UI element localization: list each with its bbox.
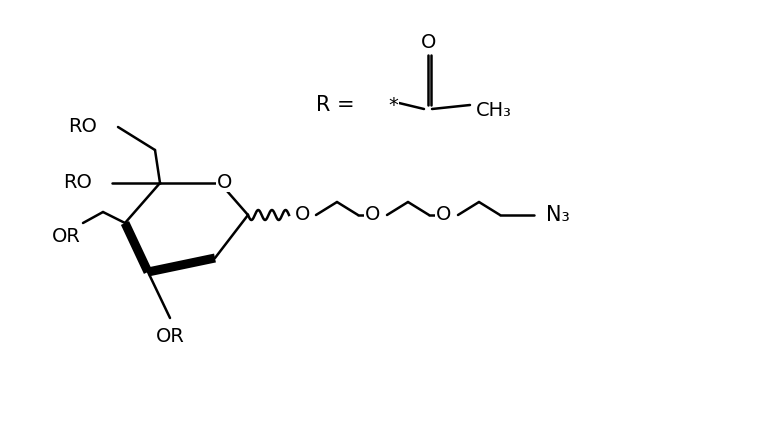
Text: O: O [365,205,381,224]
Text: O: O [437,205,452,224]
Text: N₃: N₃ [546,205,570,225]
Text: O: O [217,173,232,192]
Text: *: * [388,96,398,115]
Text: O: O [421,34,437,53]
Text: O: O [296,205,311,224]
Text: OR: OR [155,328,184,346]
Text: CH₃: CH₃ [476,101,512,120]
Text: OR: OR [52,227,81,247]
Text: RO: RO [69,117,98,136]
Text: R =: R = [315,95,354,115]
Text: RO: RO [63,173,92,192]
